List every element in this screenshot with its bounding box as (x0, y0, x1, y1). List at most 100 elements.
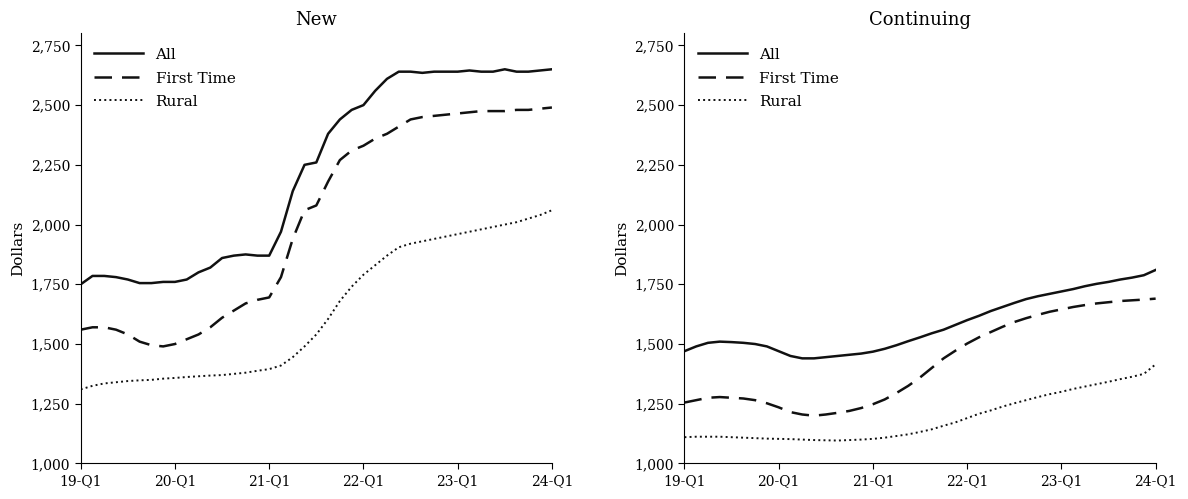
Rural (239, 370, 253, 376)
All (972, 313, 986, 319)
First Time (274, 274, 289, 280)
Rural (771, 436, 785, 442)
Rural (203, 373, 217, 379)
All (345, 107, 359, 113)
Rural (701, 434, 715, 440)
Rural (748, 435, 763, 441)
First Time (191, 331, 206, 337)
Rural (426, 236, 441, 242)
First Time (144, 342, 158, 348)
First Time (510, 107, 524, 113)
All (902, 338, 916, 344)
Rural (1137, 371, 1151, 377)
Title: New: New (296, 11, 337, 29)
Rural (462, 229, 476, 235)
Rural (1054, 389, 1068, 395)
First Time (689, 397, 703, 403)
All (156, 279, 170, 285)
Rural (522, 216, 536, 222)
First Time (97, 324, 112, 330)
First Time (948, 348, 962, 354)
Rural (133, 377, 147, 383)
First Time (830, 410, 845, 416)
First Time (345, 148, 359, 154)
All (545, 66, 560, 72)
First Time (1125, 297, 1139, 303)
All (996, 304, 1010, 310)
All (426, 69, 441, 75)
Rural (498, 222, 512, 228)
All (474, 69, 488, 75)
All (924, 330, 939, 336)
All (748, 341, 763, 347)
First Time (1066, 304, 1080, 310)
First Time (713, 394, 727, 400)
Rural (807, 437, 821, 443)
Rural (924, 426, 939, 432)
First Time (984, 329, 998, 335)
All (771, 348, 785, 354)
Rural (1043, 391, 1057, 397)
First Time (960, 340, 974, 346)
All (819, 354, 833, 360)
All (912, 334, 927, 340)
Rural (404, 241, 418, 247)
First Time (297, 207, 311, 213)
Rural (474, 227, 488, 233)
First Time (1101, 299, 1116, 305)
Rural (144, 377, 158, 383)
First Time (924, 365, 939, 371)
Rural (902, 431, 916, 437)
All (109, 274, 124, 280)
First Time (1089, 300, 1104, 306)
First Time (426, 113, 441, 119)
First Time (321, 179, 335, 185)
Rural (97, 380, 112, 386)
All (725, 339, 739, 345)
Rural (1113, 376, 1127, 382)
Line: First Time: First Time (81, 107, 552, 346)
Line: Rural: Rural (684, 364, 1156, 441)
Rural (215, 372, 229, 378)
Y-axis label: Dollars: Dollars (11, 221, 25, 276)
Rural (227, 371, 241, 377)
All (133, 280, 147, 286)
Rural (842, 437, 857, 443)
First Time (285, 236, 299, 242)
All (285, 188, 299, 194)
All (121, 276, 135, 282)
All (368, 88, 383, 94)
Rural (890, 433, 904, 439)
All (462, 67, 476, 73)
Rural (984, 408, 998, 414)
First Time (866, 401, 880, 407)
All (960, 317, 974, 323)
All (97, 273, 112, 279)
Rural (263, 366, 277, 372)
All (498, 66, 512, 72)
Rural (191, 373, 206, 379)
Rural (1101, 379, 1116, 385)
All (416, 70, 430, 76)
All (1019, 296, 1034, 302)
All (1066, 286, 1080, 292)
First Time (392, 124, 406, 130)
Rural (86, 383, 100, 389)
First Time (380, 131, 394, 137)
All (830, 353, 845, 359)
Rural (960, 415, 974, 421)
First Time (819, 412, 833, 418)
All (404, 69, 418, 75)
All (191, 269, 206, 275)
All (486, 69, 500, 75)
Rural (309, 331, 323, 337)
First Time (1113, 298, 1127, 304)
Rural (677, 434, 691, 440)
Rural (1078, 384, 1092, 390)
All (807, 355, 821, 361)
First Time (1043, 309, 1057, 315)
Rural (345, 284, 359, 290)
All (1089, 281, 1104, 287)
First Time (368, 136, 383, 142)
All (1031, 293, 1045, 299)
